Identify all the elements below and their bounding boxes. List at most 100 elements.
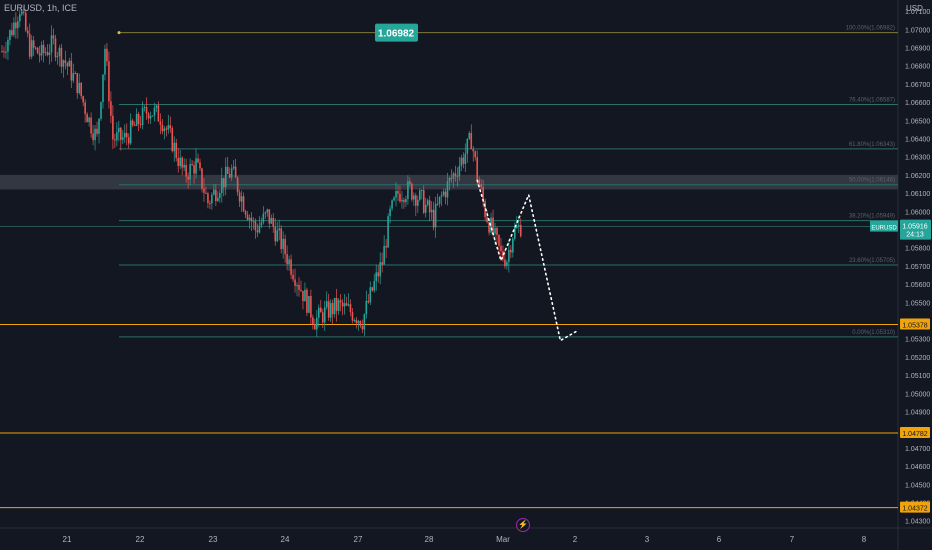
y-tick-label: 1.06600 [905, 100, 930, 107]
y-tick-label: 1.06700 [905, 82, 930, 89]
symbol-title: EURUSD, 1h, ICE [4, 3, 78, 13]
y-tick-label: 1.06400 [905, 137, 930, 144]
candle-body [401, 199, 403, 202]
fib-level-label: 61.80%(1.06343) [849, 142, 895, 148]
candle-body [118, 127, 120, 133]
price-callout-box [375, 23, 418, 42]
x-tick-label: Mar [496, 535, 510, 544]
y-tick-label: 1.05600 [905, 282, 930, 289]
candle-body [242, 196, 245, 212]
candle-body [250, 217, 253, 222]
candle-body [193, 165, 195, 174]
candle-body [369, 287, 372, 303]
candle-body [510, 249, 512, 253]
candle-body [46, 52, 49, 56]
candle-body [17, 21, 19, 29]
candle-body [161, 124, 164, 132]
candle-body [68, 60, 71, 67]
candle-body [207, 193, 209, 204]
candle-body [82, 96, 84, 103]
lightning-icon[interactable]: ⚡ [516, 518, 530, 532]
x-tick-label: 22 [136, 535, 145, 544]
candle-body [508, 249, 510, 262]
candle-body [131, 120, 134, 125]
candle-body [238, 192, 241, 202]
candle-body [361, 326, 364, 330]
candle-body [26, 30, 29, 34]
candle-body [420, 190, 423, 192]
candle-body [478, 179, 480, 185]
y-tick-label: 1.07000 [905, 27, 930, 34]
candle-body [248, 217, 251, 220]
candle-body [129, 120, 132, 144]
candle-body [444, 191, 447, 198]
candle-body [274, 226, 277, 242]
candle-body [197, 158, 199, 163]
candle-body [187, 176, 189, 180]
candle-body [312, 317, 314, 325]
candle-body [494, 227, 496, 234]
candle-body [333, 297, 336, 315]
candle-body [460, 157, 463, 167]
x-tick-label: 3 [645, 535, 650, 544]
candle-body [183, 164, 185, 168]
x-tick-label: 2 [573, 535, 578, 544]
candle-body [498, 234, 500, 246]
y-tick-label: 1.06900 [905, 46, 930, 53]
candle-body [19, 14, 21, 22]
candle-body [454, 173, 457, 176]
candle-body [464, 153, 467, 164]
candle-body [456, 175, 459, 177]
y-tick-label: 1.04900 [905, 410, 930, 417]
candle-body [440, 195, 443, 197]
candle-body [413, 195, 415, 200]
candle-body [284, 238, 286, 255]
candle-body [143, 107, 146, 109]
candle-body [54, 38, 57, 58]
candle-body [319, 307, 322, 313]
candle-body [290, 259, 292, 275]
candle-body [76, 73, 79, 94]
candle-body [304, 289, 306, 302]
candle-body [226, 166, 229, 174]
candle-body [230, 168, 233, 178]
candle-body [98, 118, 100, 134]
candle-body [78, 82, 81, 94]
candle-body [377, 272, 379, 277]
candle-body [294, 279, 296, 286]
candle-countdown: 24:13 [906, 232, 924, 239]
candle-body [450, 178, 453, 180]
candle-body [32, 40, 35, 48]
candle-body [157, 105, 160, 122]
candle-body [21, 11, 23, 15]
candle-body [385, 245, 387, 248]
resistance-zone [0, 174, 898, 190]
candle-body [379, 262, 381, 277]
candle-body [399, 193, 401, 202]
candle-body [391, 200, 393, 209]
candle-body [339, 300, 342, 303]
current-price-value: 1.05916 [902, 224, 927, 231]
x-tick-label: 21 [63, 535, 72, 544]
y-tick-label: 1.04500 [905, 482, 930, 489]
candle-body [185, 164, 187, 177]
candle-body [504, 259, 506, 267]
candle-body [159, 121, 162, 125]
candle-body [306, 289, 308, 313]
candle-body [36, 47, 39, 54]
candle-body [22, 11, 25, 13]
candle-body [502, 251, 504, 260]
candle-body [175, 142, 178, 158]
candle-body [24, 12, 27, 31]
candle-body [44, 52, 47, 54]
fib-level-label: 50.00%(1.06146) [849, 178, 895, 184]
candle-body [108, 61, 110, 102]
y-tick-label: 1.05100 [905, 373, 930, 380]
candle-body [373, 281, 376, 291]
candle-body [452, 173, 455, 179]
candle-body [480, 184, 482, 188]
y-tick-label: 1.06500 [905, 118, 930, 125]
fib-level-label: 0.00%(1.05310) [852, 330, 895, 336]
candle-body [422, 190, 425, 213]
